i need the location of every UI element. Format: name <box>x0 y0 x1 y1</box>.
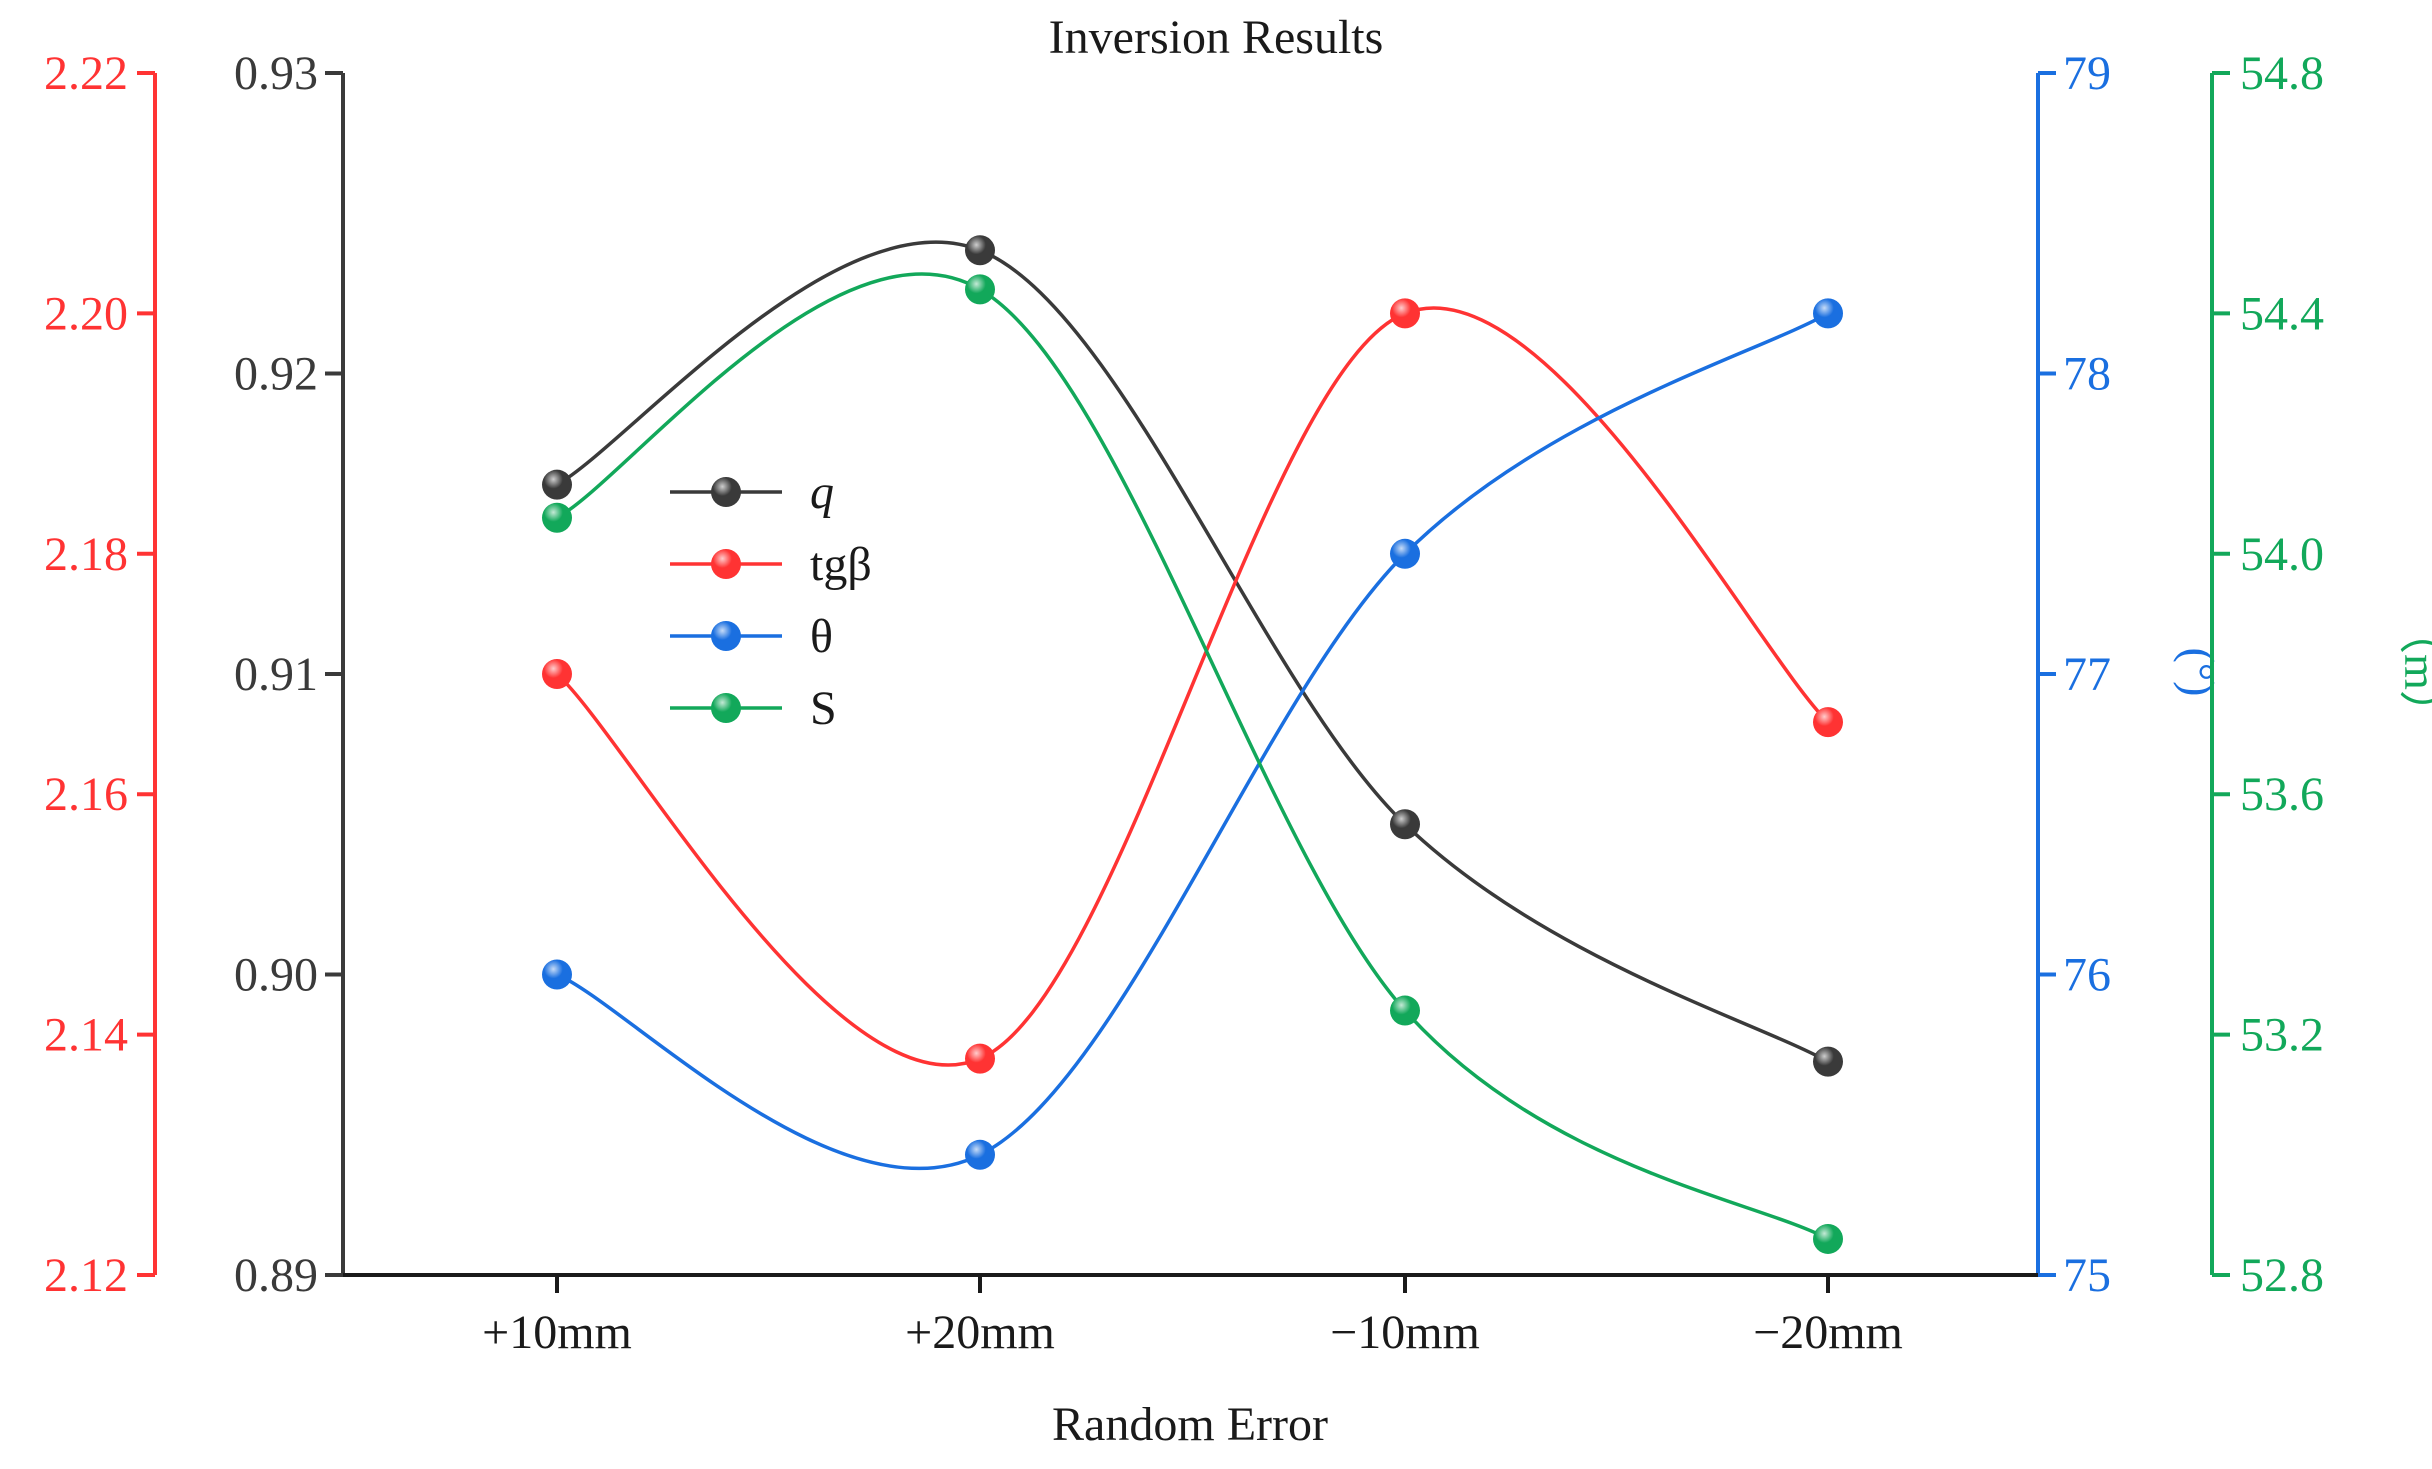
data-point-highlight <box>965 235 995 266</box>
data-point-highlight <box>1813 1046 1843 1077</box>
data-point-highlight <box>1390 538 1420 569</box>
legend-label: θ <box>810 610 833 663</box>
y-tick-label-q: 0.90 <box>234 949 318 1002</box>
y-axis-theta: 75 76 77 78 79 (°) <box>2036 47 2224 1302</box>
data-point-highlight <box>965 1043 995 1074</box>
y-axis-theta-title: (°) <box>2173 647 2224 696</box>
y-tick-label-tg: 2.22 <box>44 47 128 100</box>
x-axis: +10mm +20mm −10mm −20mm <box>343 1273 2038 1359</box>
series-line-2 <box>556 311 1829 1171</box>
x-tick-label: +10mm <box>482 1306 632 1359</box>
series-line-1 <box>555 306 1830 1067</box>
y-tick-label-q: 0.93 <box>234 47 318 100</box>
y-tick-label-tg: 2.16 <box>44 768 128 821</box>
y-tick-label-tg: 2.18 <box>44 528 128 581</box>
series-layer <box>542 235 1843 1254</box>
legend-swatch-highlight <box>711 621 741 651</box>
chart-title: Inversion Results <box>1049 11 1384 64</box>
y-tick-label-q: 0.89 <box>234 1249 318 1302</box>
y-tick-label-q: 0.91 <box>234 648 318 701</box>
data-point-highlight <box>1390 298 1420 329</box>
legend-item-0: q <box>670 466 834 519</box>
data-point-highlight <box>1813 298 1843 329</box>
legend-swatch-highlight <box>711 477 741 507</box>
data-point-highlight <box>1813 707 1843 738</box>
y-tick-label-tg: 2.20 <box>44 287 128 340</box>
series-line-0 <box>556 240 1829 1064</box>
y-tick-label-s: 54.0 <box>2240 528 2324 581</box>
data-point-highlight <box>965 274 995 305</box>
y-tick-label-s: 53.2 <box>2240 1009 2324 1062</box>
x-tick-label: −20mm <box>1753 1306 1903 1359</box>
y-axis-s-title: （m） <box>2395 608 2432 736</box>
x-tick-label: −10mm <box>1330 1306 1480 1359</box>
legend-label: S <box>810 682 837 735</box>
legend-swatch-highlight <box>711 549 741 579</box>
series-3 <box>542 272 1843 1254</box>
series-1 <box>542 298 1843 1074</box>
data-point-highlight <box>1390 995 1420 1026</box>
legend-item-3: S <box>670 682 837 735</box>
axes-layer: 0.89 0.90 0.91 0.92 0.93 2.12 2.14 2.16 2.18 2.20… <box>44 47 2432 1359</box>
series-line-3 <box>556 272 1829 1241</box>
data-point-highlight <box>542 659 572 689</box>
y-tick-label-theta: 75 <box>2063 1249 2111 1302</box>
legend-item-2: θ <box>670 610 833 663</box>
data-point-highlight <box>1813 1223 1843 1254</box>
series-0 <box>542 235 1843 1077</box>
data-point-highlight <box>965 1139 995 1170</box>
y-axis-tg: 2.12 2.14 2.16 2.18 2.20 2.22 <box>44 47 157 1302</box>
y-axis-s: 52.8 53.2 53.6 54.0 54.4 54.8 （m） <box>2210 47 2432 1302</box>
legend-label: tgβ <box>810 538 872 591</box>
y-tick-label-q: 0.92 <box>234 348 318 401</box>
y-tick-label-s: 54.4 <box>2240 287 2324 340</box>
legend: q tgβ θS <box>670 466 872 735</box>
y-tick-label-theta: 76 <box>2063 949 2111 1002</box>
y-tick-label-theta: 79 <box>2063 47 2111 100</box>
data-point-highlight <box>542 959 572 990</box>
data-point-highlight <box>1390 809 1420 840</box>
x-axis-label: Random Error <box>1052 1398 1328 1451</box>
y-tick-label-s: 52.8 <box>2240 1249 2324 1302</box>
y-tick-label-s: 54.8 <box>2240 47 2324 100</box>
legend-swatch-highlight <box>711 693 741 723</box>
data-point-highlight <box>542 469 572 500</box>
legend-item-1: tgβ <box>670 538 872 591</box>
y-tick-label-tg: 2.12 <box>44 1249 128 1302</box>
y-tick-label-tg: 2.14 <box>44 1009 128 1062</box>
x-tick-label: +20mm <box>905 1306 1055 1359</box>
y-tick-label-theta: 77 <box>2063 648 2111 701</box>
series-2 <box>542 298 1843 1171</box>
y-axis-q: 0.89 0.90 0.91 0.92 0.93 <box>234 47 345 1302</box>
y-tick-label-theta: 78 <box>2063 348 2111 401</box>
data-point-highlight <box>542 502 572 533</box>
legend-label: q <box>810 466 834 519</box>
y-tick-label-s: 53.6 <box>2240 768 2324 821</box>
